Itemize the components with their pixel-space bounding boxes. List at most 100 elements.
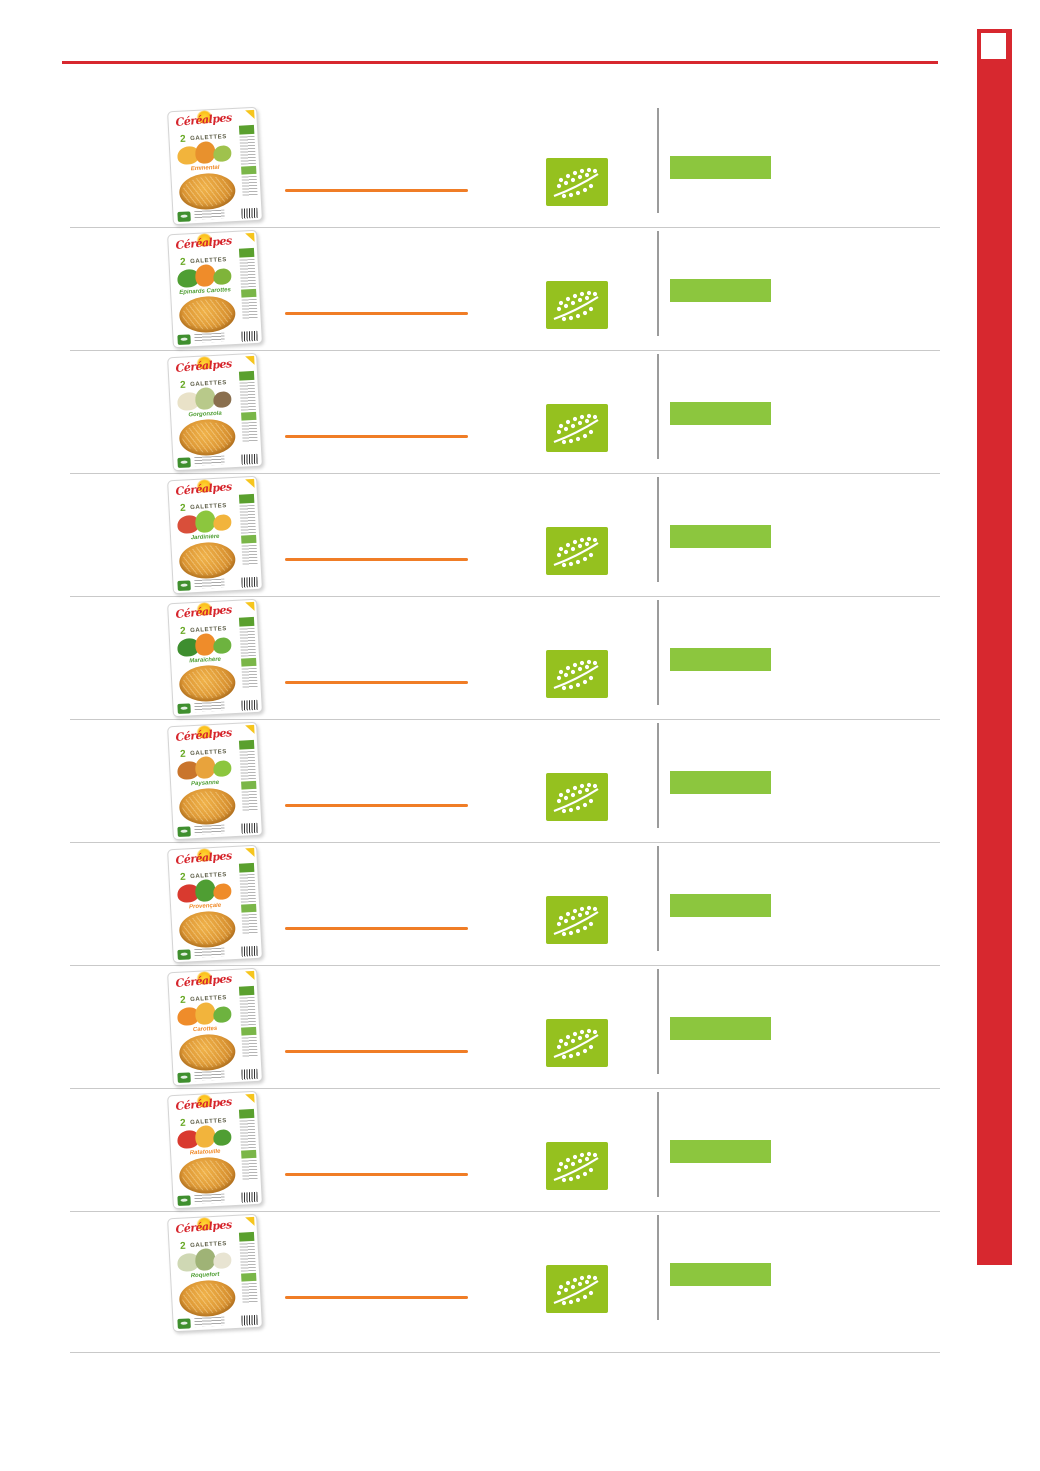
- product-rows: Céréalpes 2 GALETTES Emmental: [70, 105, 940, 1353]
- green-placeholder-bar: [670, 894, 771, 917]
- organic-certification-icon: [177, 1072, 191, 1084]
- organic-certification-icon: [177, 334, 191, 346]
- green-placeholder-bar: [670, 648, 771, 671]
- barcode-icon: [241, 1191, 258, 1203]
- eu-organic-leaf-logo: [546, 527, 608, 575]
- vegetable-photo-blob: [212, 514, 232, 532]
- package-corner-flag-icon: [245, 478, 255, 489]
- package-photo: [175, 878, 236, 905]
- strip-header-block: [238, 370, 255, 381]
- package-info-strip: [238, 616, 258, 700]
- package-info-strip: [238, 370, 258, 454]
- package-photo: [175, 755, 236, 782]
- product-row: Céréalpes 2 GALETTES Gorgonzola: [70, 351, 940, 474]
- package-bottom-row: [177, 945, 258, 961]
- package-bottom-row: [177, 1068, 258, 1084]
- barcode-icon: [241, 699, 258, 711]
- fine-print-lines: [239, 750, 256, 780]
- eu-organic-leaf-logo: [546, 404, 608, 452]
- strip-header-block: [238, 1108, 255, 1119]
- package-corner-flag-icon: [245, 601, 255, 612]
- fine-print-lines: [194, 332, 225, 344]
- galette-image: [178, 1032, 237, 1072]
- eu-organic-leaf-logo: [546, 1019, 608, 1067]
- strip-mid-block: [241, 1272, 257, 1282]
- package-photo: [175, 509, 236, 536]
- product-name-rule: [285, 1296, 468, 1299]
- vegetable-photo-blob: [212, 760, 232, 778]
- fine-print-lines: [241, 298, 258, 320]
- strip-mid-block: [241, 534, 257, 544]
- brand-logo: Céréalpes: [174, 480, 233, 498]
- brand-logo: Céréalpes: [174, 849, 233, 867]
- strip-header-block: [238, 1231, 255, 1242]
- product-name-rule: [285, 312, 468, 315]
- green-placeholder-bar: [670, 1017, 771, 1040]
- fine-print-lines: [239, 381, 256, 411]
- package-bottom-row: [177, 207, 258, 223]
- barcode-icon: [241, 207, 258, 219]
- brand-logo: Céréalpes: [174, 1095, 233, 1113]
- vegetable-photo-blob: [212, 883, 232, 901]
- package-bottom-row: [177, 1314, 258, 1330]
- brand-logo: Céréalpes: [174, 111, 233, 129]
- package-photo: [175, 263, 236, 290]
- product-name-rule: [285, 681, 468, 684]
- package-info-strip: [238, 739, 258, 823]
- product-package-image: Céréalpes 2 GALETTES Emmental: [167, 106, 263, 226]
- fine-print-lines: [194, 947, 225, 959]
- row-divider-line: [657, 600, 659, 705]
- fine-print-lines: [241, 667, 258, 689]
- galette-image: [178, 540, 237, 580]
- fine-print-lines: [241, 1036, 258, 1058]
- row-divider-line: [657, 231, 659, 336]
- brand-logo: Céréalpes: [174, 1218, 233, 1236]
- product-name-rule: [285, 804, 468, 807]
- strip-header-block: [238, 493, 255, 504]
- vegetable-photo-blob: [212, 1006, 232, 1024]
- barcode-icon: [241, 453, 258, 465]
- strip-mid-block: [241, 288, 257, 298]
- galette-image: [178, 909, 237, 949]
- green-placeholder-bar: [670, 771, 771, 794]
- product-name-rule: [285, 1173, 468, 1176]
- strip-mid-block: [241, 1149, 257, 1159]
- vegetable-photo-blob: [212, 391, 232, 409]
- product-row: Céréalpes 2 GALETTES Carottes: [70, 966, 940, 1089]
- eu-organic-leaf-logo: [546, 650, 608, 698]
- organic-certification-icon: [177, 1195, 191, 1207]
- fine-print-lines: [239, 1119, 256, 1149]
- package-bottom-row: [177, 822, 258, 838]
- product-package-image: Céréalpes 2 GALETTES Paysanne: [167, 721, 263, 841]
- top-red-rule: [62, 61, 938, 64]
- product-package-image: Céréalpes 2 GALETTES Roquefort: [167, 1213, 263, 1333]
- barcode-icon: [241, 822, 258, 834]
- fine-print-lines: [241, 913, 258, 935]
- product-row: Céréalpes 2 GALETTES Jardinière: [70, 474, 940, 597]
- vegetable-photo-blob: [212, 1129, 232, 1147]
- fine-print-lines: [239, 504, 256, 534]
- fine-print-lines: [239, 996, 256, 1026]
- package-corner-flag-icon: [245, 847, 255, 858]
- product-name-rule: [285, 189, 468, 192]
- package-corner-flag-icon: [245, 355, 255, 366]
- package-corner-flag-icon: [245, 1216, 255, 1227]
- page-number-box: [981, 33, 1006, 59]
- product-row: Céréalpes 2 GALETTES Paysanne: [70, 720, 940, 843]
- fine-print-lines: [239, 873, 256, 903]
- brand-logo: Céréalpes: [174, 234, 233, 252]
- fine-print-lines: [194, 578, 225, 590]
- strip-header-block: [238, 862, 255, 873]
- product-name-rule: [285, 558, 468, 561]
- product-row: Céréalpes 2 GALETTES Emmental: [70, 105, 940, 228]
- row-divider-line: [657, 354, 659, 459]
- organic-certification-icon: [177, 457, 191, 469]
- barcode-icon: [241, 330, 258, 342]
- fine-print-lines: [194, 1316, 225, 1328]
- strip-header-block: [238, 616, 255, 627]
- row-divider-line: [657, 1215, 659, 1320]
- row-divider-line: [657, 477, 659, 582]
- strip-header-block: [238, 247, 255, 258]
- package-info-strip: [238, 1108, 258, 1192]
- fine-print-lines: [239, 627, 256, 657]
